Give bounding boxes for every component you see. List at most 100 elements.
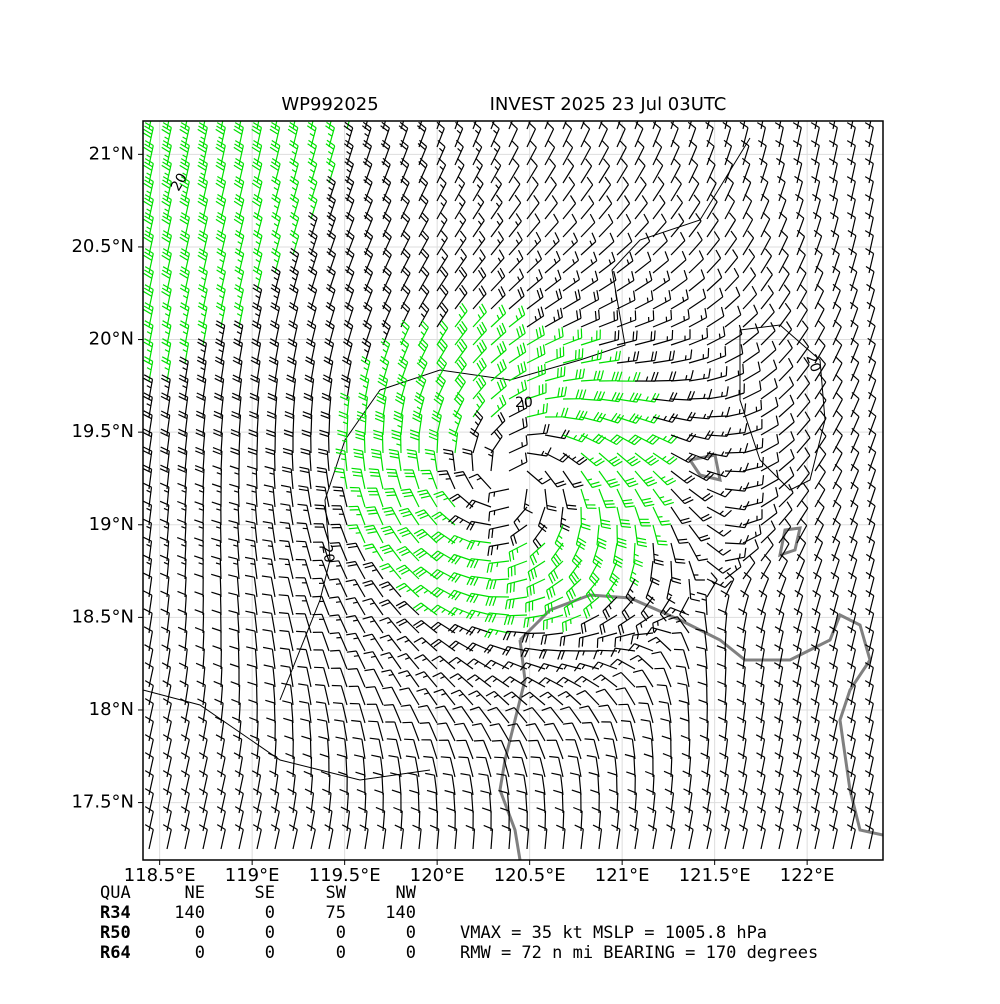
wind-barb [480, 790, 492, 814]
wind-barb [539, 691, 564, 706]
wind-barb [335, 448, 348, 472]
wind-barb [778, 339, 793, 364]
wind-barb [161, 266, 172, 292]
wind-barb [143, 374, 154, 400]
wind-barb [635, 614, 654, 636]
wind-barb [684, 824, 694, 850]
wind-barb [302, 411, 313, 436]
wind-barb [562, 213, 578, 238]
wind-barb [849, 535, 858, 562]
wind-barb [194, 609, 205, 634]
wind-barb [792, 824, 802, 850]
wind-barb [580, 329, 601, 346]
wind-barb [705, 121, 714, 148]
wind-barb [580, 232, 597, 256]
wind-barb [642, 736, 654, 760]
wind-barb [814, 428, 827, 454]
wind-barb [706, 287, 724, 310]
wind-barb [454, 121, 464, 148]
wind-barb [616, 121, 621, 130]
wind-barb [671, 632, 690, 652]
wind-barb [850, 427, 860, 454]
wind-barb [616, 158, 628, 184]
wind-barb [652, 194, 666, 220]
wind-barb [598, 195, 613, 220]
wind-barb [315, 485, 330, 508]
wind-barb [436, 139, 446, 166]
wind-barb [289, 247, 300, 274]
wind-barb [670, 524, 689, 544]
wind-barb [796, 411, 811, 436]
info-line: RMW = 72 n mi BEARING = 170 degrees [460, 943, 818, 963]
wind-barb [271, 211, 281, 238]
wind-barb [688, 542, 708, 562]
wind-barb [486, 560, 510, 573]
wind-barb [778, 321, 793, 346]
wind-barb [431, 410, 442, 436]
wind-barb [796, 447, 811, 472]
wind-barb [345, 597, 366, 616]
wind-barb [656, 684, 672, 706]
wind-barb [687, 121, 697, 148]
wind-barb [832, 409, 843, 436]
wind-barb [562, 488, 577, 510]
wind-barb [652, 176, 665, 202]
wind-barb [234, 248, 245, 274]
wind-barb [326, 193, 336, 220]
wind-barb [266, 429, 276, 454]
table-cell: 0 [406, 943, 416, 963]
wind-barb [330, 667, 348, 688]
wind-barb [436, 230, 448, 256]
wind-barb [526, 158, 538, 184]
wind-barb [271, 247, 281, 274]
wind-barb [557, 650, 582, 660]
wind-barb [159, 500, 170, 526]
wind-barb [742, 509, 763, 526]
wind-barb [588, 771, 600, 796]
wind-barb [436, 302, 449, 328]
wind-barb [778, 501, 793, 526]
wind-barb [670, 542, 686, 564]
wind-barb [228, 574, 240, 598]
wind-barb [361, 121, 372, 148]
wind-barb [553, 789, 564, 814]
wind-barb [364, 668, 384, 688]
wind-barb [490, 249, 505, 274]
wind-barb [360, 355, 371, 382]
wind-barb [351, 719, 366, 742]
wind-barb [211, 501, 222, 526]
wind-barb [507, 560, 528, 578]
wind-barb [616, 434, 642, 446]
wind-barb [386, 468, 402, 490]
wind-barb [388, 448, 402, 472]
wind-barb [466, 575, 492, 586]
wind-barb [177, 572, 187, 598]
wind-barb [544, 121, 555, 148]
wind-barb [724, 363, 745, 382]
wind-barb [289, 193, 300, 220]
wind-barb [143, 176, 154, 202]
wind-barb [760, 193, 770, 220]
wind-barb [532, 524, 546, 550]
wind-barb [352, 737, 366, 760]
wind-barb [358, 392, 369, 418]
wind-barb [634, 371, 659, 382]
wind-barb [194, 591, 204, 616]
wind-barb [466, 592, 492, 604]
wind-barb [267, 392, 278, 418]
wind-barb [778, 553, 788, 580]
wind-barb [866, 517, 876, 544]
wind-barb [706, 306, 725, 328]
wind-barb [706, 572, 718, 598]
wind-barb [250, 374, 260, 400]
wind-barb [263, 502, 276, 526]
wind-barb [580, 390, 606, 402]
wind-barb [318, 736, 330, 760]
wind-barb [556, 824, 566, 850]
wind-barb [562, 432, 589, 443]
wind-barb [778, 484, 794, 508]
wind-barb [346, 650, 366, 670]
wind-barb [215, 122, 226, 148]
wind-barb [796, 211, 805, 238]
wind-barb [778, 376, 795, 400]
